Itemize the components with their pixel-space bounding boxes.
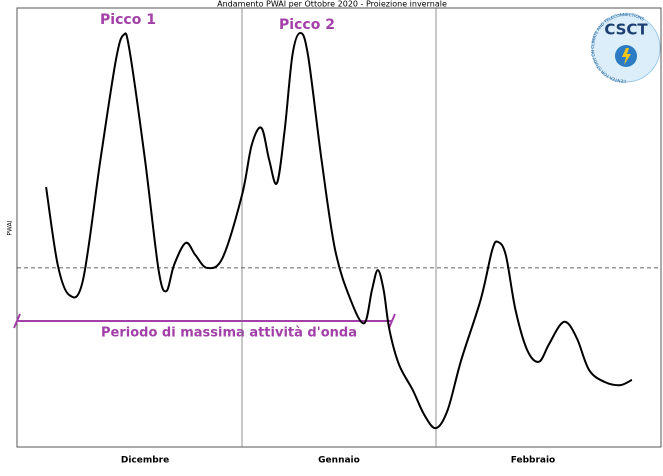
x-tick-label: Dicembre [121,456,169,466]
y-axis-label: PWAI [7,220,14,235]
plot-frame [16,7,662,448]
x-tick-label: Gennaio [318,456,360,466]
logo-text: CSCT [604,21,648,39]
period-arrow-end [388,313,396,329]
x-tick-label: Febbraio [511,456,556,466]
annotation: Periodo di massima attività d'onda [101,326,357,341]
period-arrow-end [13,313,21,329]
annotation: Picco 1 [100,12,156,28]
chart-title: Andamento PWAI per Ottobre 2020 - Proiez… [217,0,447,9]
logo: CENTER FOR STUDY ON CLIMATE AND TELECONN… [590,11,661,85]
logo-bolt [622,48,631,65]
data-line [45,32,633,430]
annotation: Picco 2 [279,17,335,33]
